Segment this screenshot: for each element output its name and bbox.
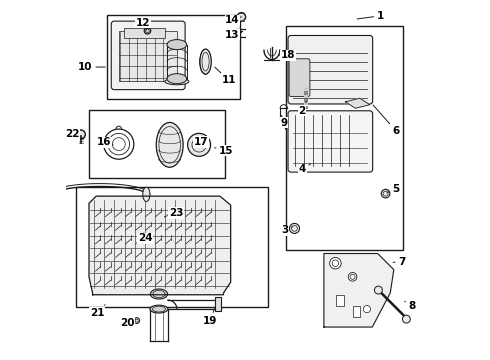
Ellipse shape [150, 305, 168, 313]
Circle shape [237, 13, 245, 21]
Text: 24: 24 [138, 233, 152, 243]
Ellipse shape [200, 49, 211, 74]
Bar [337, 296, 344, 306]
Text: 13: 13 [225, 30, 242, 40]
Bar [304, 99, 308, 102]
Bar [215, 297, 221, 311]
Circle shape [364, 306, 370, 313]
Bar [304, 88, 308, 91]
Circle shape [302, 82, 310, 89]
Ellipse shape [156, 122, 183, 167]
Circle shape [330, 257, 341, 269]
Text: 9: 9 [280, 116, 287, 128]
FancyBboxPatch shape [288, 111, 373, 172]
Circle shape [381, 189, 390, 198]
Bar [107, 15, 240, 99]
Bar [304, 106, 308, 109]
Text: 21: 21 [90, 305, 105, 318]
Text: 17: 17 [193, 137, 209, 147]
Text: 1: 1 [357, 11, 384, 21]
Text: 7: 7 [393, 257, 406, 267]
Circle shape [76, 130, 85, 139]
Text: 22: 22 [65, 129, 79, 139]
Circle shape [290, 224, 299, 233]
Ellipse shape [167, 74, 187, 84]
Bar [124, 28, 165, 39]
Polygon shape [324, 253, 394, 327]
Ellipse shape [143, 187, 150, 202]
Text: 10: 10 [78, 62, 105, 72]
Text: 2: 2 [298, 101, 307, 116]
Bar [286, 26, 403, 250]
Text: 12: 12 [136, 18, 150, 30]
Bar [304, 102, 308, 105]
Text: 16: 16 [97, 138, 113, 147]
Text: 20: 20 [120, 318, 136, 328]
Text: 19: 19 [203, 309, 217, 325]
Bar [120, 31, 177, 81]
Bar [304, 95, 308, 98]
Polygon shape [89, 196, 231, 295]
Bar [89, 110, 225, 178]
FancyBboxPatch shape [111, 21, 185, 90]
FancyBboxPatch shape [288, 36, 373, 104]
Bar [353, 306, 361, 317]
Text: 14: 14 [225, 15, 242, 26]
Circle shape [188, 134, 211, 156]
Text: 23: 23 [165, 208, 183, 218]
Text: 3: 3 [281, 225, 293, 235]
Circle shape [402, 315, 410, 323]
Polygon shape [345, 98, 370, 108]
Text: 8: 8 [405, 301, 416, 311]
Circle shape [374, 286, 382, 294]
Ellipse shape [167, 40, 187, 50]
Ellipse shape [165, 78, 189, 85]
Text: 6: 6 [373, 105, 399, 135]
Text: 15: 15 [215, 145, 234, 156]
Bar [304, 91, 308, 95]
Bar [76, 187, 269, 307]
Circle shape [348, 273, 357, 281]
Text: 4: 4 [299, 164, 311, 174]
Ellipse shape [49, 187, 57, 202]
Text: 18: 18 [279, 50, 295, 60]
Text: 11: 11 [215, 67, 236, 85]
Text: 5: 5 [387, 184, 399, 194]
Ellipse shape [150, 289, 168, 299]
FancyBboxPatch shape [289, 59, 310, 96]
